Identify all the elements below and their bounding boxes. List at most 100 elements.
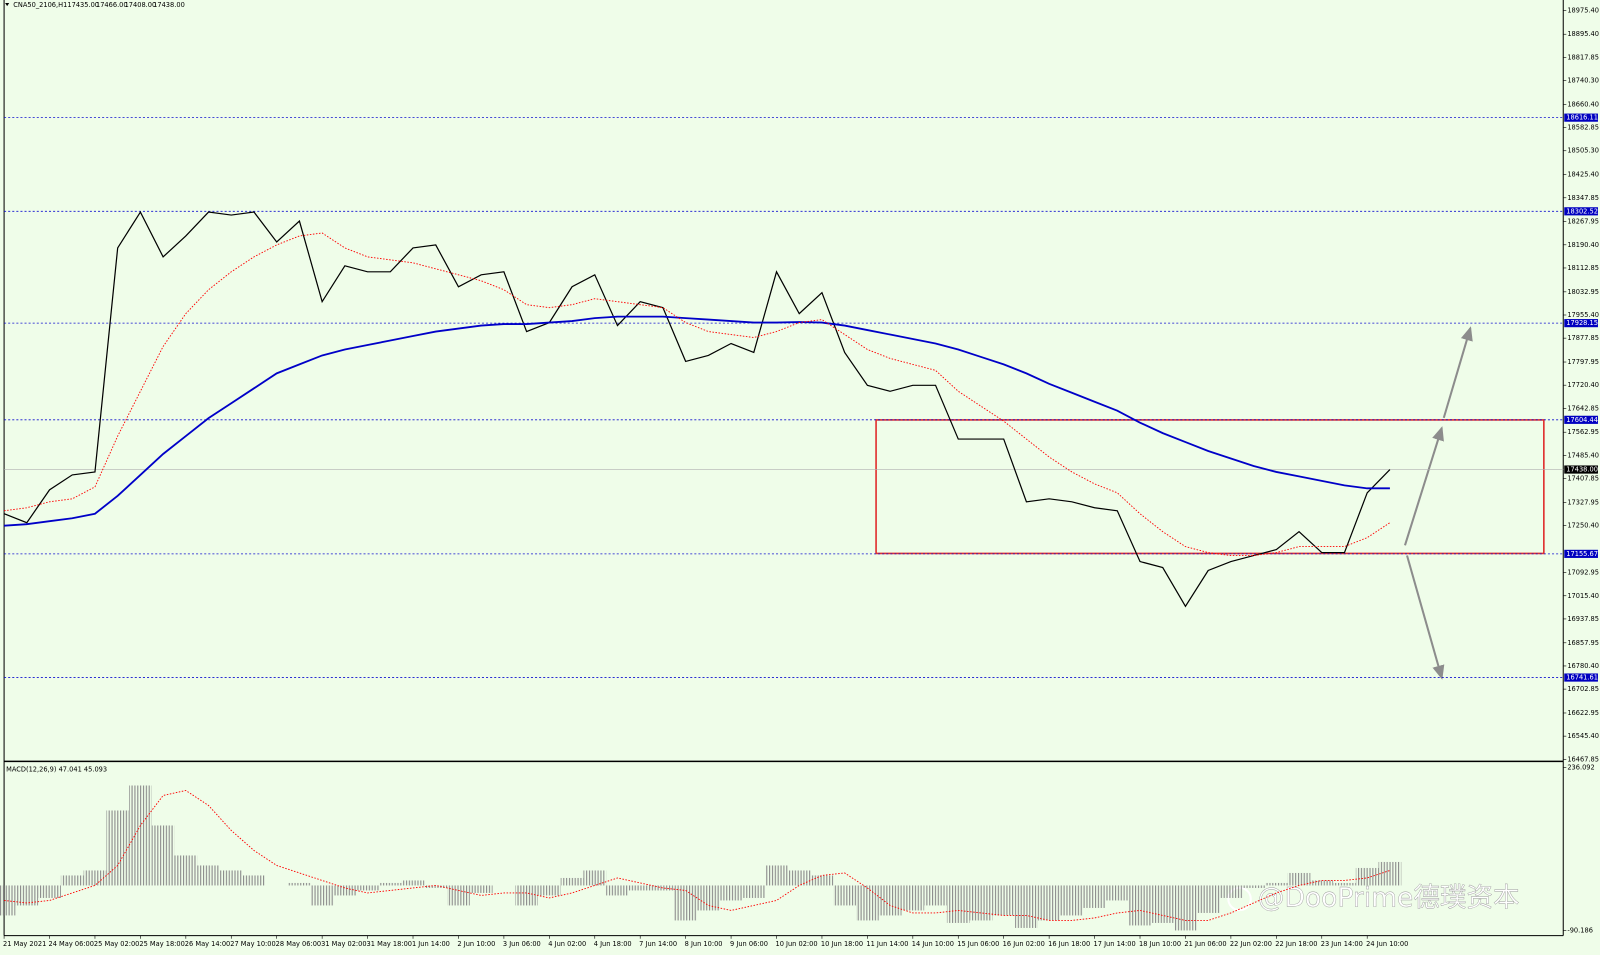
x-tick-label: 16 Jun 18:00	[1048, 940, 1090, 948]
y-tick-label: 16545.40	[1567, 732, 1599, 740]
y-tick-label: 18895.40	[1567, 30, 1599, 38]
level-label: 17928.15	[1566, 319, 1598, 327]
macd-bar	[765, 865, 788, 886]
y-tick-label: 17485.40	[1567, 451, 1599, 459]
level-label-box	[1564, 415, 1598, 424]
macd-bar	[469, 885, 493, 893]
macd-bar	[1015, 885, 1038, 928]
series-line	[4, 315, 1390, 527]
x-tick-label: 27 May 10:00	[230, 940, 275, 948]
y-tick-label: 17092.95	[1567, 569, 1599, 577]
current-price-label: 17438.00	[1566, 466, 1598, 474]
macd-bar	[83, 870, 107, 886]
macd-bar	[515, 885, 538, 906]
x-tick-label: 10 Jun 18:00	[821, 940, 863, 948]
level-label-box	[1564, 549, 1598, 558]
y-tick-label: 18582.85	[1567, 124, 1599, 132]
macd-bar	[424, 885, 448, 888]
y-tick-label: 18347.85	[1567, 194, 1599, 202]
macd-bar	[1105, 885, 1129, 901]
y-tick-label: 18660.40	[1567, 100, 1599, 108]
macd-bar	[447, 885, 470, 906]
x-tick-label: 26 May 14:00	[185, 940, 230, 948]
y-tick-label: 17642.85	[1567, 404, 1599, 412]
macd-bar	[378, 882, 402, 886]
arrow-up	[1404, 426, 1444, 546]
level-label-box	[1564, 207, 1598, 216]
header-triangle	[5, 3, 10, 7]
macd-bar	[1242, 885, 1265, 888]
x-tick-label: 24 Jun 10:00	[1366, 940, 1408, 948]
x-tick-label: 8 Jun 10:00	[685, 940, 723, 948]
macd-bar	[129, 785, 152, 886]
macd-bar	[38, 885, 61, 898]
y-tick-label: 18505.30	[1567, 147, 1599, 155]
ohlc-high: 17466.00	[96, 1, 128, 9]
y-tick-label: 17407.85	[1567, 475, 1599, 483]
macd-bar	[969, 885, 993, 921]
arrow-down	[1406, 555, 1445, 680]
macd-bar	[288, 882, 311, 886]
x-tick-label: 22 Jun 18:00	[1275, 940, 1317, 948]
macd-bar	[310, 885, 334, 906]
macd-bar	[1128, 885, 1152, 926]
macd-bar	[606, 885, 629, 896]
symbol: CNA50_2106,H1	[13, 1, 67, 9]
y-tick-label: 16937.85	[1567, 615, 1599, 623]
x-tick-label: 21 May 2021	[3, 940, 46, 948]
x-tick-label: 16 Jun 02:00	[1003, 940, 1045, 948]
y-tick-label: 16857.95	[1567, 639, 1599, 647]
ohlc-close: 17438.00	[153, 1, 185, 9]
macd-title: MACD(12,26,9) 47.041 45.093	[6, 766, 107, 774]
macd-bar	[856, 885, 879, 921]
current-price-box	[1564, 465, 1598, 474]
x-tick-label: 22 Jun 02:00	[1230, 940, 1272, 948]
x-tick-label: 24 May 06:00	[49, 940, 94, 948]
macd-bar	[833, 885, 857, 906]
macd-bar	[174, 855, 198, 886]
macd-bar	[628, 885, 652, 891]
macd-bar	[242, 875, 266, 886]
y-tick-label: 17327.95	[1567, 498, 1599, 506]
x-tick-label: 14 Jun 10:00	[912, 940, 954, 948]
y-tick-label: 236.092	[1567, 763, 1594, 771]
x-tick-label: 18 Jun 10:00	[1139, 940, 1181, 948]
level-label: 16741.61	[1566, 674, 1598, 682]
macd-bar	[1196, 885, 1220, 913]
y-tick-label: 17015.40	[1567, 592, 1599, 600]
y-tick-label: 16702.85	[1567, 685, 1599, 693]
y-tick-label: 17562.95	[1567, 428, 1599, 436]
macd-bar	[901, 885, 925, 911]
level-label: 17155.67	[1566, 550, 1598, 558]
macd-bar	[878, 885, 902, 916]
x-tick-label: 3 Jun 06:00	[503, 940, 541, 948]
y-tick-label: 16780.40	[1567, 662, 1599, 670]
y-tick-label: -90.186	[1567, 927, 1593, 935]
x-tick-label: 11 Jun 14:00	[866, 940, 908, 948]
x-tick-label: 31 May 18:00	[367, 940, 412, 948]
macd-bar	[60, 875, 84, 886]
x-tick-label: 9 Jun 06:00	[730, 940, 768, 948]
macd-bar	[1310, 880, 1334, 886]
y-tick-label: 17955.40	[1567, 311, 1599, 319]
ohlc-open: 17435.00	[67, 1, 99, 9]
y-tick-label: 18112.85	[1567, 264, 1599, 272]
y-tick-label: 17720.40	[1567, 381, 1599, 389]
macd-bar	[1219, 885, 1243, 898]
y-tick-label: 17797.95	[1567, 358, 1599, 366]
macd-bar	[1333, 882, 1356, 886]
macd-bar	[333, 885, 357, 896]
y-tick-label: 17250.40	[1567, 522, 1599, 530]
level-label: 18616.11	[1566, 114, 1598, 122]
macd-bar	[1037, 885, 1061, 921]
x-tick-label: 31 May 02:00	[321, 940, 366, 948]
macd-bar	[1355, 867, 1379, 886]
macd-bar	[1083, 885, 1106, 908]
x-tick-label: 28 May 06:00	[276, 940, 321, 948]
x-tick-label: 21 Jun 06:00	[1184, 940, 1226, 948]
macd-bar	[719, 885, 743, 901]
macd-bar	[1264, 882, 1288, 886]
